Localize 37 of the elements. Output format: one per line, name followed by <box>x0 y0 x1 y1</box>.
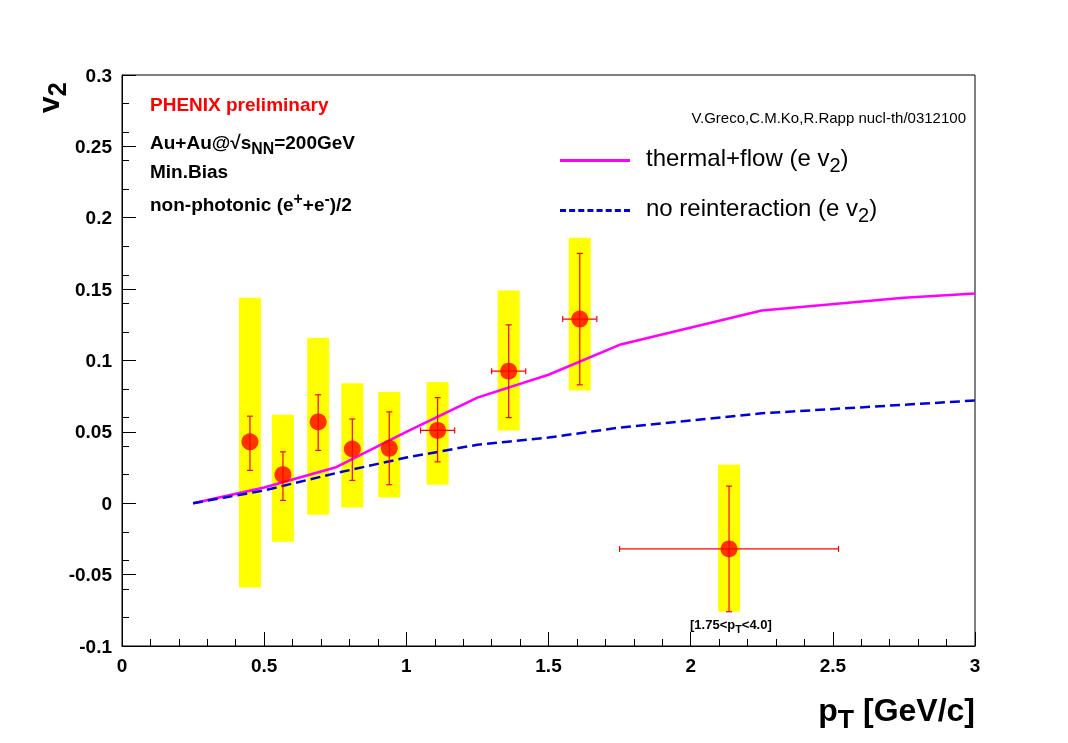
x-tick-label: 1.5 <box>535 655 563 676</box>
y-tick-label: 0.25 <box>75 135 113 157</box>
bar <box>307 337 330 515</box>
y-tick-label: 0.3 <box>85 64 112 86</box>
y-tick-label: 0 <box>101 492 112 514</box>
x-axis-title: p$_{T}$ [GeV/c] <box>818 692 975 736</box>
annotation: [1.75<p$_{T}$<4.0] <box>690 617 772 635</box>
bar <box>238 297 261 588</box>
line-series <box>191 399 977 505</box>
y-tick-label: 0.2 <box>85 207 112 229</box>
annotation: Min.Bias <box>150 161 229 183</box>
y-tick-label: 0.1 <box>85 350 113 371</box>
point <box>429 421 447 439</box>
x-tick-label: 0 <box>116 655 128 676</box>
point <box>380 439 398 457</box>
annotation: non-photonic (e$^{+}$+e$^{-}$)/2 <box>150 190 352 217</box>
point <box>241 433 259 451</box>
legend-label: no reinteraction (e v$_{2}$) <box>646 193 878 227</box>
x-tick-label: 2 <box>685 655 696 676</box>
legend-label: thermal+flow (e v$_{2}$) <box>646 143 849 177</box>
point <box>500 362 518 380</box>
annotation: PHENIX preliminary <box>150 94 329 116</box>
x-tick-label: 1 <box>401 655 413 676</box>
y-tick-label: 0.05 <box>75 421 113 443</box>
x-tick-label: 2.5 <box>819 655 847 676</box>
point <box>720 540 738 558</box>
annotation: Au+Au@√s$_{NN}$=200GeV <box>150 132 355 158</box>
point <box>309 413 327 431</box>
point <box>571 310 589 328</box>
x-tick-label: 0.5 <box>250 655 278 676</box>
point <box>343 440 361 458</box>
annotation: V.Greco,C.M.Ko,R.Rapp nucl-th/0312100 <box>691 109 966 126</box>
y-tick-label: 0.15 <box>75 278 113 300</box>
y-tick-label: -0.05 <box>68 564 113 586</box>
point <box>274 466 292 484</box>
x-tick-label: 3 <box>969 655 981 676</box>
y-tick-label: -0.1 <box>79 635 113 657</box>
